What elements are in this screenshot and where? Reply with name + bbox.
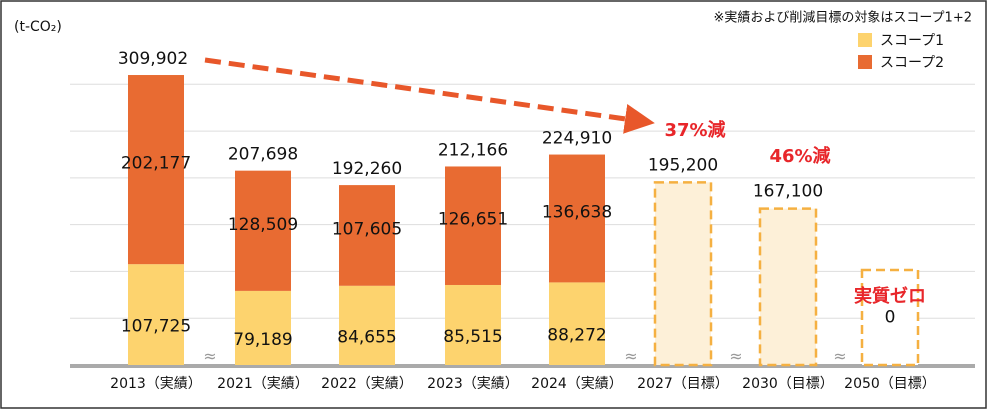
- bar-segment: [339, 185, 395, 286]
- unit-label: (t-CO₂): [14, 19, 62, 35]
- trend-arrow: [204, 57, 655, 134]
- value-label: 126,651: [438, 210, 508, 230]
- total-label: 207,698: [228, 145, 298, 165]
- axis-break: ≈: [729, 347, 742, 366]
- value-label: 84,655: [337, 327, 396, 347]
- value-label: 202,177: [121, 154, 191, 174]
- value-label: 136,638: [542, 202, 612, 222]
- x-tick-label: 2023（実績）: [427, 376, 519, 392]
- x-tick-label: 2022（実績）: [321, 376, 413, 392]
- axis-break: ≈: [833, 347, 846, 366]
- bar-segment: [339, 285, 395, 365]
- axis-break: ≈: [624, 347, 637, 366]
- axis-break: ≈: [203, 347, 216, 366]
- bar-segment: [445, 284, 501, 365]
- note: ※実績および削減目標の対象はスコープ1+2: [713, 10, 972, 26]
- target-bar: [653, 181, 713, 367]
- x-tick-label: 2050（目標）: [844, 376, 936, 392]
- value-label: 128,509: [228, 215, 298, 235]
- target-label: 195,200: [648, 155, 718, 175]
- value-label: 79,189: [233, 330, 292, 350]
- bar-segment: [445, 166, 501, 285]
- legend-label: スコープ1: [880, 33, 944, 49]
- bar-segment: [128, 264, 184, 365]
- x-tick-label: 2030（目標）: [742, 376, 834, 392]
- value-label: 88,272: [547, 326, 606, 346]
- x-tick-label: 2021（実績）: [217, 376, 309, 392]
- value-label: 107,725: [121, 317, 191, 337]
- bar-segment: [549, 282, 605, 365]
- bar-segment: [549, 154, 605, 283]
- annotation: 実質ゼロ: [854, 285, 926, 307]
- target-label: 0: [885, 308, 896, 328]
- bar-segment: [128, 75, 184, 265]
- bar-segment: [235, 290, 291, 365]
- total-label: 309,902: [118, 49, 188, 69]
- x-tick-label: 2027（目標）: [637, 376, 729, 392]
- total-label: 224,910: [542, 129, 612, 149]
- total-label: 192,260: [332, 159, 402, 179]
- legend-swatch: [858, 33, 872, 47]
- target-bar: [758, 207, 818, 367]
- x-tick-label: 2013（実績）: [110, 376, 202, 392]
- target-bar: [860, 268, 920, 367]
- value-label: 107,605: [332, 219, 402, 239]
- legend-label: スコープ2: [880, 55, 944, 71]
- total-label: 212,166: [438, 140, 508, 160]
- value-label: 85,515: [443, 327, 502, 347]
- bar-segment: [235, 170, 291, 291]
- legend-swatch: [858, 55, 872, 69]
- annotation: 37%減: [664, 119, 725, 141]
- x-tick-label: 2024（実績）: [531, 376, 623, 392]
- target-label: 167,100: [753, 182, 823, 202]
- annotation: 46%減: [769, 145, 830, 167]
